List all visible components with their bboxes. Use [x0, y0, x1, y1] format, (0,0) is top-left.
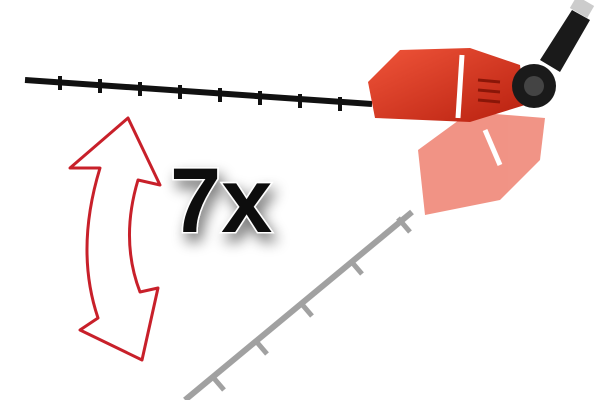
trimmer-blade — [24, 76, 373, 111]
tilt-label: 7x — [170, 150, 272, 252]
trimmer-head — [368, 0, 595, 122]
tilt-arrow — [68, 116, 162, 362]
trimmer-lowered — [183, 112, 545, 400]
